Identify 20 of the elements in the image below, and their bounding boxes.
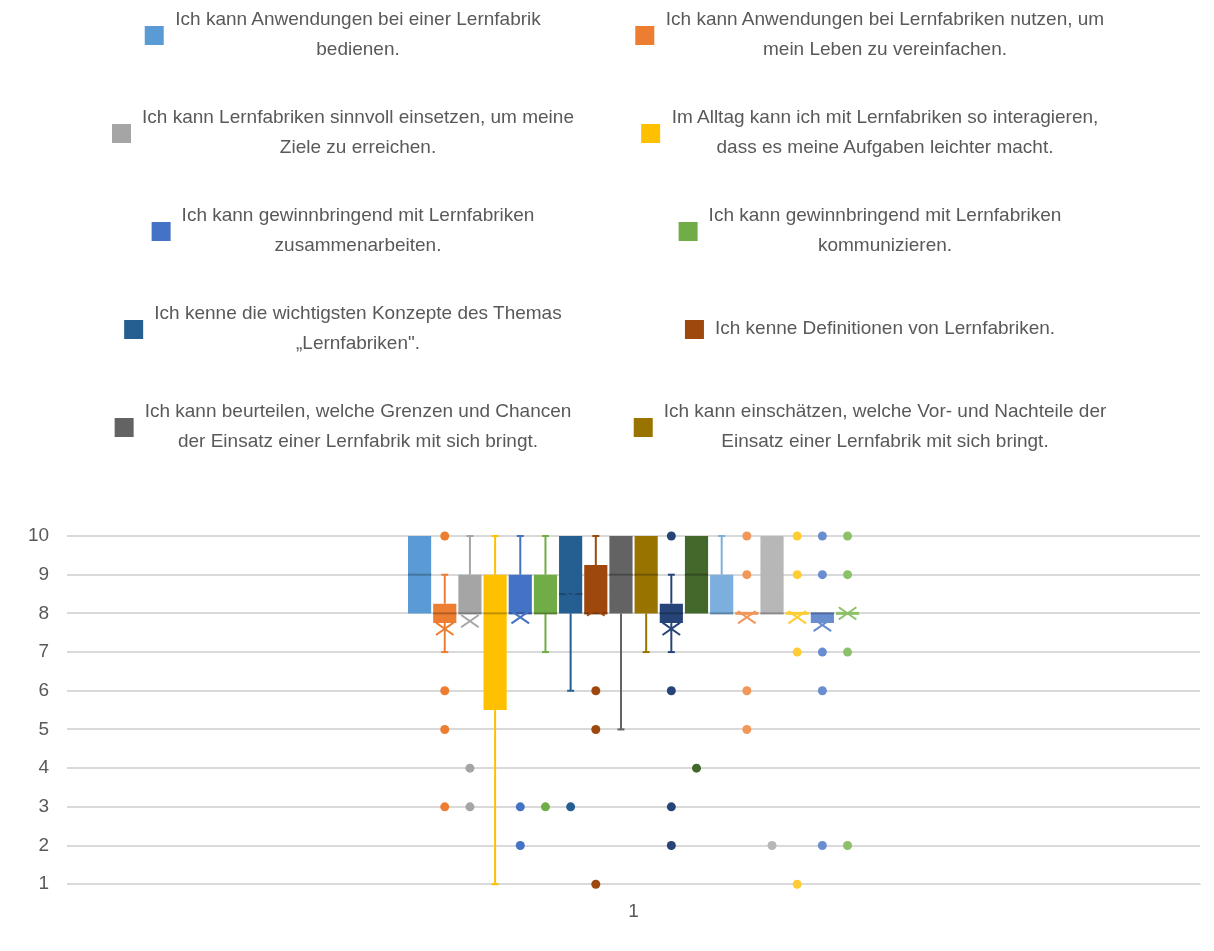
legend-label: Ich kann einschätzen, welche Vor- und Nachteile der Einsatz einer Lernfabrik mit sich bringt.	[663, 400, 1107, 452]
y-tick-label: 8	[38, 601, 50, 623]
y-tick-label: 10	[27, 524, 50, 546]
legend-label: Ich kann Lernfabriken sinnvoll einsetzen, um meine Ziele zu erreichen.	[142, 106, 574, 158]
legend-label: Ich kann beurteilen, welche Grenzen und Chancen der Einsatz einer Lernfabrik mit sich bringt.	[144, 400, 572, 452]
y-tick-label: 4	[38, 756, 50, 778]
y-tick-label: 9	[38, 562, 50, 584]
y-tick-label: 5	[38, 717, 50, 739]
legend-label: Im Alltag kann ich mit Lernfabriken so interagieren, dass es meine Aufgaben leichter macht.	[671, 106, 1099, 158]
legend-label: Ich kenne die wichtigsten Konzepte des Themas „Lernfabriken".	[154, 302, 562, 354]
legend-label: Ich kann gewinnbringend mit Lernfabriken kommunizieren.	[708, 204, 1062, 256]
y-tick-label: 1	[38, 872, 50, 894]
y-tick-label: 2	[38, 833, 50, 855]
legend-label: Ich kann Anwendungen bei einer Lernfabrik bedienen.	[175, 8, 542, 60]
legend-label: Ich kenne Definitionen von Lernfabriken.	[714, 317, 1056, 339]
legend-label: Ich kann gewinnbringend mit Lernfabriken zusammenarbeiten.	[181, 204, 535, 256]
legend-label: Ich kann Anwendungen bei Lernfabriken nutzen, um mein Leben zu vereinfachen.	[665, 8, 1105, 60]
y-tick-label: 3	[38, 795, 50, 817]
y-tick-label: 6	[38, 678, 50, 700]
y-tick-label: 7	[38, 640, 50, 662]
